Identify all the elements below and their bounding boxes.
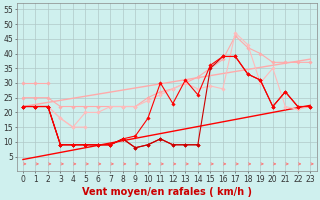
X-axis label: Vent moyen/en rafales ( km/h ): Vent moyen/en rafales ( km/h ) (82, 187, 252, 197)
